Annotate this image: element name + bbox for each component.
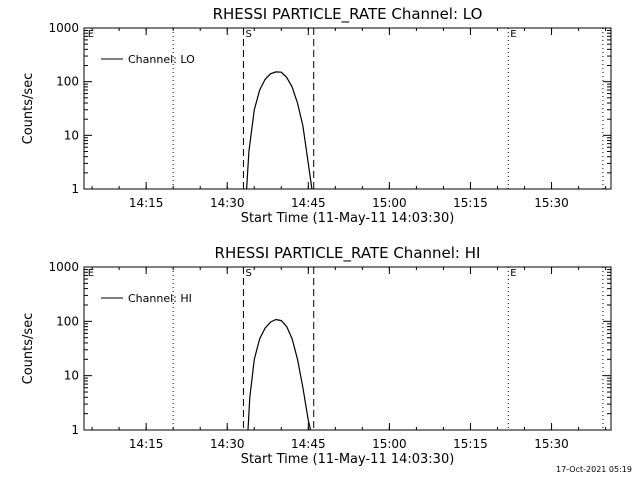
chart-title: RHESSI PARTICLE_RATE Channel: HI <box>215 244 481 263</box>
footer-timestamp: 17-Oct-2021 05:19 <box>556 465 632 474</box>
y-tick-label: 100 <box>56 314 79 328</box>
event-marker-label: E <box>510 268 516 279</box>
y-tick-label: 100 <box>56 75 79 89</box>
y-tick-label: 1 <box>71 423 79 437</box>
x-tick-label: 14:15 <box>129 196 164 210</box>
x-tick-label: 15:15 <box>453 196 488 210</box>
y-tick-label: 10 <box>64 128 79 142</box>
x-tick-label: 14:30 <box>210 196 245 210</box>
series-line <box>247 318 312 431</box>
event-marker-label: S <box>245 268 251 279</box>
x-tick-label: 14:15 <box>129 437 164 451</box>
y-axis-label: Counts/sec <box>21 313 36 385</box>
x-axis-label: Start Time (11-May-11 14:03:30) <box>241 452 455 467</box>
series-line <box>246 71 313 190</box>
event-marker-label: E <box>88 29 94 40</box>
y-tick-label: 1 <box>71 182 79 196</box>
legend-label: Channel: LO <box>128 53 195 66</box>
y-tick-label: 10 <box>64 369 79 383</box>
legend-label: Channel: HI <box>128 292 192 305</box>
x-tick-label: 15:00 <box>372 196 407 210</box>
event-marker-label: E <box>510 29 516 40</box>
event-marker-label: S <box>245 29 251 40</box>
x-tick-label: 14:45 <box>291 196 326 210</box>
chart-title: RHESSI PARTICLE_RATE Channel: LO <box>213 5 483 24</box>
y-tick-label: 1000 <box>48 21 79 35</box>
x-tick-label: 15:30 <box>534 437 569 451</box>
plot-frame <box>83 27 612 190</box>
x-tick-label: 14:45 <box>291 437 326 451</box>
x-tick-label: 15:30 <box>534 196 569 210</box>
x-tick-label: 14:30 <box>210 437 245 451</box>
y-axis-label: Counts/sec <box>21 73 36 145</box>
x-tick-label: 15:00 <box>372 437 407 451</box>
plot-frame <box>83 266 612 431</box>
x-axis-label: Start Time (11-May-11 14:03:30) <box>241 211 455 226</box>
x-tick-label: 15:15 <box>453 437 488 451</box>
y-tick-label: 1000 <box>48 260 79 274</box>
event-marker-label: E <box>88 268 94 279</box>
